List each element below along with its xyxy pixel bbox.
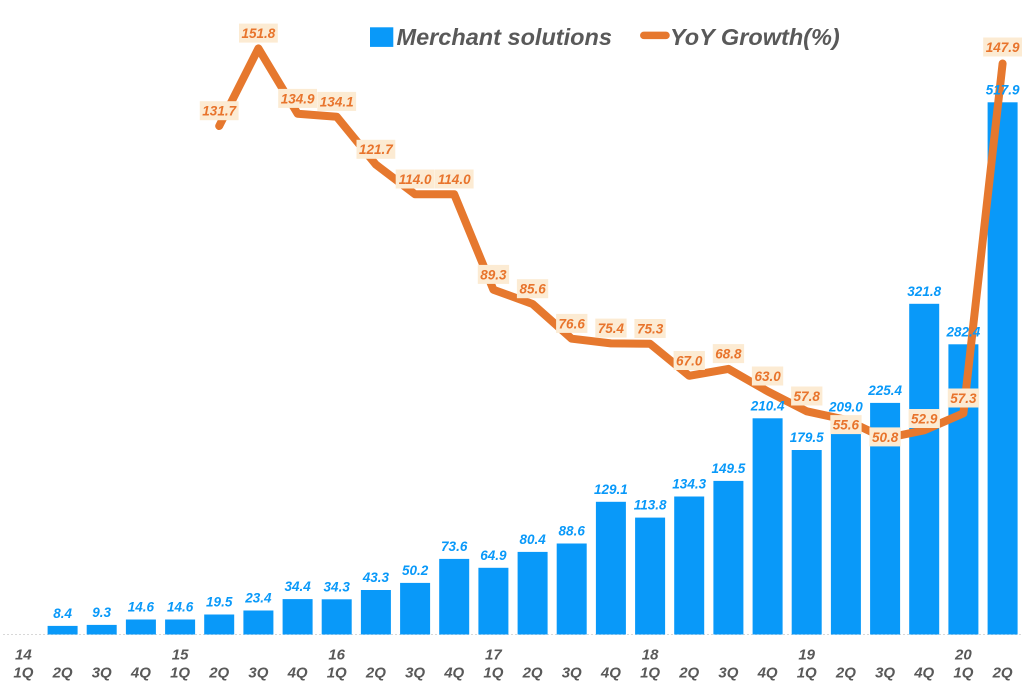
svg-text:3Q: 3Q — [875, 665, 895, 682]
svg-text:2Q: 2Q — [208, 665, 229, 682]
svg-text:4Q: 4Q — [600, 665, 621, 682]
svg-text:134.1: 134.1 — [320, 94, 354, 109]
svg-text:282.4: 282.4 — [946, 324, 981, 339]
svg-text:3Q: 3Q — [405, 665, 425, 682]
svg-text:147.9: 147.9 — [986, 40, 1020, 55]
svg-text:2Q: 2Q — [992, 665, 1013, 682]
svg-text:14.6: 14.6 — [167, 600, 194, 615]
svg-text:131.7: 131.7 — [202, 104, 237, 119]
svg-text:64.9: 64.9 — [480, 548, 507, 563]
svg-text:129.1: 129.1 — [594, 482, 628, 497]
svg-text:179.5: 179.5 — [790, 430, 824, 445]
svg-text:20: 20 — [954, 647, 972, 664]
svg-text:57.8: 57.8 — [794, 389, 821, 404]
svg-text:19.5: 19.5 — [206, 595, 233, 610]
svg-text:75.3: 75.3 — [637, 321, 664, 336]
svg-text:1Q: 1Q — [327, 665, 347, 682]
svg-text:3Q: 3Q — [92, 665, 112, 682]
svg-text:4Q: 4Q — [287, 665, 308, 682]
svg-text:34.3: 34.3 — [324, 579, 351, 594]
svg-text:34.4: 34.4 — [284, 579, 311, 594]
svg-text:76.6: 76.6 — [559, 316, 586, 331]
svg-text:4Q: 4Q — [443, 665, 464, 682]
svg-text:67.0: 67.0 — [676, 353, 703, 368]
svg-text:89.3: 89.3 — [480, 267, 507, 282]
svg-text:55.6: 55.6 — [833, 418, 860, 433]
svg-text:517.9: 517.9 — [986, 82, 1020, 97]
svg-text:2Q: 2Q — [522, 665, 543, 682]
svg-text:134.3: 134.3 — [672, 477, 706, 492]
svg-text:134.9: 134.9 — [281, 91, 315, 106]
svg-text:1Q: 1Q — [797, 665, 817, 682]
svg-text:2Q: 2Q — [835, 665, 856, 682]
svg-text:225.4: 225.4 — [867, 383, 902, 398]
svg-text:52.9: 52.9 — [911, 411, 938, 426]
svg-text:2Q: 2Q — [365, 665, 386, 682]
svg-text:Merchant solutions: Merchant solutions — [397, 24, 612, 50]
svg-text:73.6: 73.6 — [441, 539, 468, 554]
svg-text:19: 19 — [798, 647, 815, 664]
svg-text:80.4: 80.4 — [519, 532, 546, 547]
svg-text:16: 16 — [328, 647, 345, 664]
svg-text:17: 17 — [485, 647, 502, 664]
svg-text:149.5: 149.5 — [712, 461, 746, 476]
svg-text:113.8: 113.8 — [634, 498, 667, 513]
svg-text:1Q: 1Q — [483, 665, 503, 682]
svg-text:8.4: 8.4 — [53, 606, 72, 621]
svg-text:151.8: 151.8 — [242, 26, 276, 41]
svg-text:2Q: 2Q — [52, 665, 73, 682]
svg-text:4Q: 4Q — [130, 665, 151, 682]
svg-text:15: 15 — [172, 647, 189, 664]
svg-text:23.4: 23.4 — [244, 591, 272, 606]
svg-text:1Q: 1Q — [640, 665, 660, 682]
svg-text:18: 18 — [642, 647, 659, 664]
svg-text:85.6: 85.6 — [519, 282, 546, 297]
svg-text:14.6: 14.6 — [128, 600, 155, 615]
svg-text:9.3: 9.3 — [92, 605, 111, 620]
svg-text:114.0: 114.0 — [399, 172, 432, 187]
svg-text:57.3: 57.3 — [950, 391, 977, 406]
svg-text:114.0: 114.0 — [438, 172, 471, 187]
svg-text:321.8: 321.8 — [907, 284, 941, 299]
svg-text:3Q: 3Q — [248, 665, 268, 682]
svg-text:4Q: 4Q — [757, 665, 778, 682]
svg-text:4Q: 4Q — [913, 665, 934, 682]
svg-text:1Q: 1Q — [953, 665, 973, 682]
svg-text:YoY Growth(%): YoY Growth(%) — [670, 24, 840, 50]
svg-text:43.3: 43.3 — [362, 570, 390, 585]
svg-text:3Q: 3Q — [562, 665, 582, 682]
svg-text:209.0: 209.0 — [828, 400, 863, 415]
svg-text:210.4: 210.4 — [750, 398, 785, 413]
svg-text:1Q: 1Q — [13, 665, 33, 682]
svg-text:88.6: 88.6 — [559, 524, 586, 539]
svg-text:63.0: 63.0 — [754, 369, 781, 384]
svg-text:3Q: 3Q — [718, 665, 738, 682]
svg-text:121.7: 121.7 — [359, 142, 394, 157]
svg-text:68.8: 68.8 — [715, 347, 742, 362]
svg-text:14: 14 — [15, 647, 32, 664]
svg-text:50.8: 50.8 — [872, 430, 899, 445]
svg-text:50.2: 50.2 — [402, 563, 429, 578]
svg-text:2Q: 2Q — [678, 665, 699, 682]
svg-text:1Q: 1Q — [170, 665, 190, 682]
svg-text:75.4: 75.4 — [598, 321, 625, 336]
